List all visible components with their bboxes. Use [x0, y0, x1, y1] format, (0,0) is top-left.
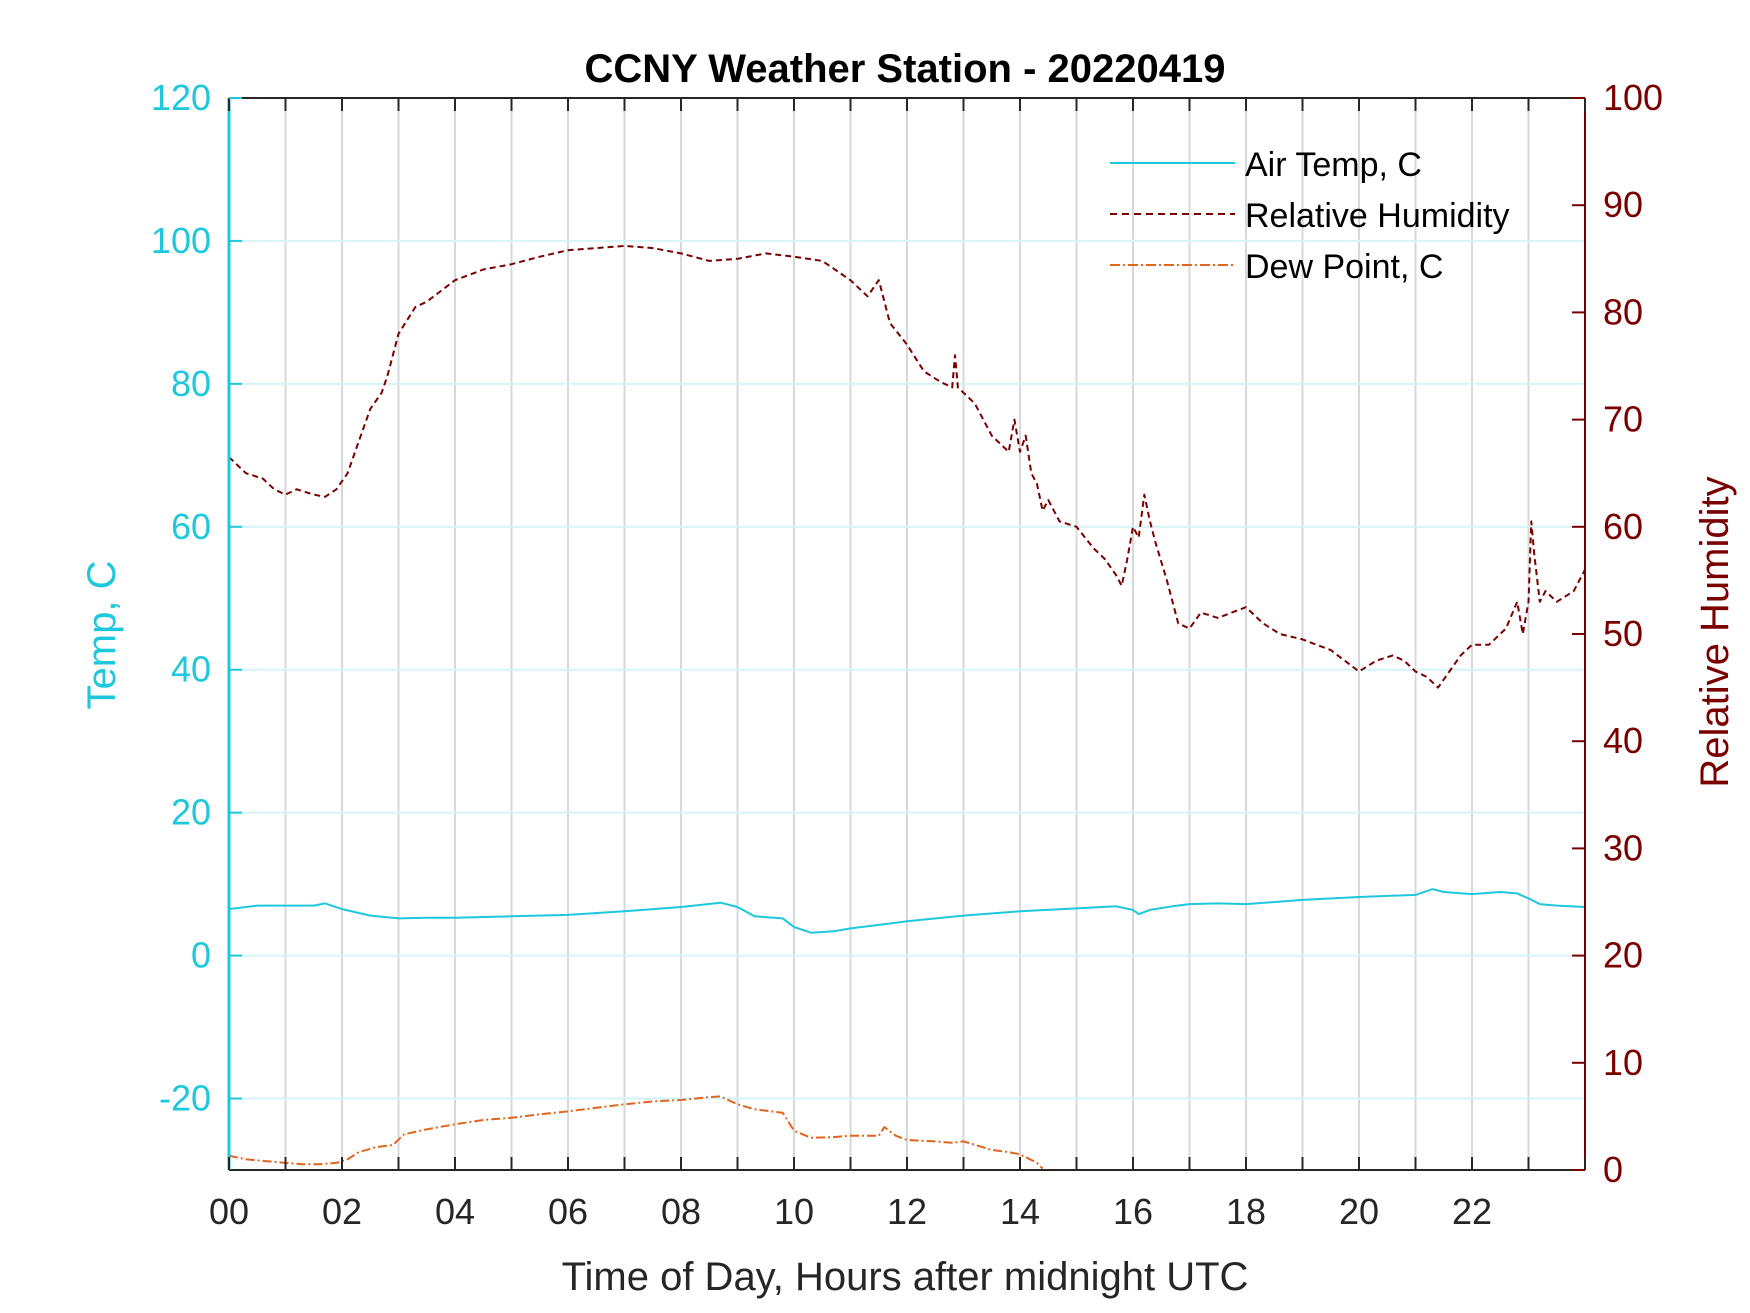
- x-tick-label: 12: [887, 1191, 927, 1232]
- tick-labels: 00 02 04 06 08 10 12 14 16 18 20 22-200204060801001…: [151, 77, 1663, 1232]
- y-right-tick-label: 20: [1603, 935, 1643, 976]
- y-left-tick-label: 40: [171, 649, 211, 690]
- x-tick-label: 04: [435, 1191, 475, 1232]
- series-line-dew-point: [229, 1095, 1044, 1170]
- legend: Air Temp, C Relative Humidity Dew Point,…: [1110, 146, 1510, 286]
- x-tick-label: 08: [661, 1191, 701, 1232]
- series-lines: [229, 244, 1585, 1170]
- axes: [227, 97, 1586, 1171]
- x-tick-label: 16: [1113, 1191, 1153, 1232]
- x-tick-label: 14: [1000, 1191, 1040, 1232]
- grid: [229, 98, 1585, 1170]
- series-line-air-temp: [229, 888, 1585, 934]
- y-axis-left-label: Temp, C: [80, 561, 124, 710]
- y-left-tick-label: 100: [151, 220, 211, 261]
- x-tick-label: 06: [548, 1191, 588, 1232]
- legend-label-dew-point: Dew Point, C: [1245, 248, 1443, 286]
- y-left-tick-label: 60: [171, 506, 211, 547]
- y-left-tick-label: 120: [151, 77, 211, 118]
- x-tick-label: 02: [322, 1191, 362, 1232]
- x-tick-label: 18: [1226, 1191, 1266, 1232]
- x-tick-label: 00: [209, 1191, 249, 1232]
- y-right-tick-label: 40: [1603, 720, 1643, 761]
- y-right-tick-label: 0: [1603, 1149, 1623, 1190]
- legend-label-air-temp: Air Temp, C: [1245, 146, 1422, 184]
- x-tick-label: 22: [1452, 1191, 1492, 1232]
- y-right-tick-label: 30: [1603, 827, 1643, 868]
- y-axis-right-label: Relative Humidity: [1693, 476, 1737, 787]
- y-right-tick-label: 10: [1603, 1042, 1643, 1083]
- y-right-tick-label: 100: [1603, 77, 1663, 118]
- y-right-tick-label: 50: [1603, 613, 1643, 654]
- series-line-relative-humidity: [229, 244, 1585, 689]
- x-tick-label: 20: [1339, 1191, 1379, 1232]
- y-right-tick-label: 80: [1603, 291, 1643, 332]
- y-left-tick-label: 20: [171, 792, 211, 833]
- legend-label-relative-humidity: Relative Humidity: [1245, 197, 1510, 235]
- y-left-tick-label: 80: [171, 363, 211, 404]
- y-right-tick-label: 70: [1603, 399, 1643, 440]
- x-axis-label: Time of Day, Hours after midnight UTC: [562, 1255, 1249, 1299]
- y-right-tick-label: 60: [1603, 506, 1643, 547]
- y-right-tick-label: 90: [1603, 184, 1643, 225]
- chart-title: CCNY Weather Station - 20220419: [585, 47, 1226, 91]
- y-left-tick-label: 0: [191, 935, 211, 976]
- y-left-tick-label: -20: [159, 1078, 211, 1119]
- x-tick-label: 10: [774, 1191, 814, 1232]
